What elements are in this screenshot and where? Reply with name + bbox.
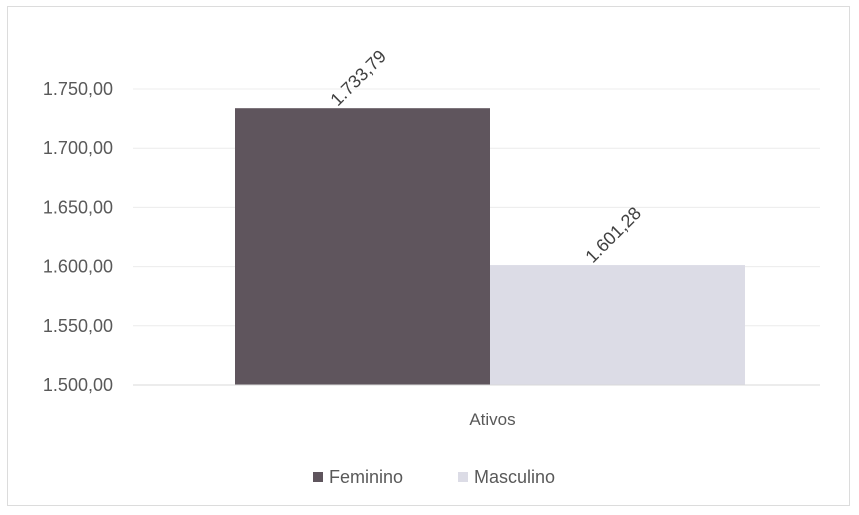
data-label: 1.601,28 — [581, 203, 645, 267]
y-tick-label: 1.700,00 — [43, 138, 113, 158]
legend-label-masculino: Masculino — [474, 467, 555, 487]
x-category-label: Ativos — [469, 410, 515, 429]
data-label: 1.733,79 — [326, 46, 390, 110]
legend-swatch-masculino — [458, 472, 468, 482]
y-tick-label: 1.550,00 — [43, 316, 113, 336]
legend-swatch-feminino — [313, 472, 323, 482]
bar-masculino — [490, 265, 745, 385]
y-tick-label: 1.650,00 — [43, 197, 113, 217]
y-tick-label: 1.600,00 — [43, 257, 113, 277]
y-tick-label: 1.750,00 — [43, 79, 113, 99]
legend-label-feminino: Feminino — [329, 467, 403, 487]
bar-feminino — [235, 108, 490, 386]
y-tick-label: 1.500,00 — [43, 375, 113, 395]
